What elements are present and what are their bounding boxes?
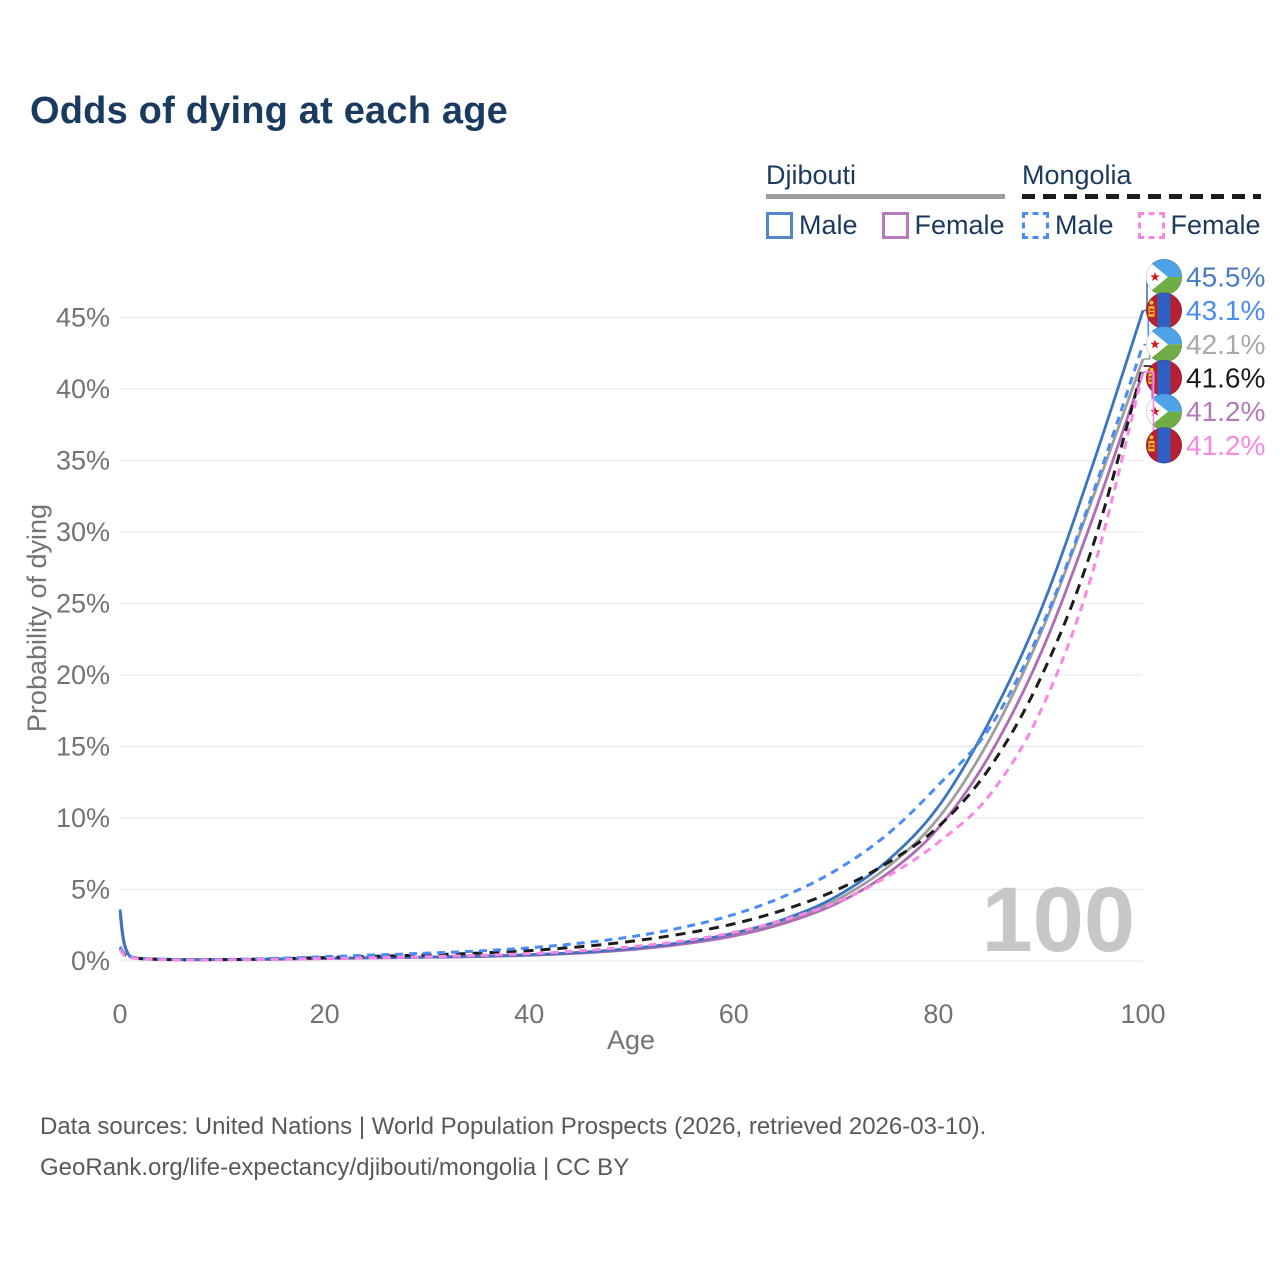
- djibouti-flag-icon: [1145, 393, 1183, 430]
- x-axis-title: Age: [607, 1025, 655, 1055]
- y-axis-tick-labels: 0% 5% 10% 15% 20% 25% 30% 35% 40% 45%: [56, 303, 110, 977]
- legend-item-mongolia-male[interactable]: Male: [1022, 210, 1114, 241]
- series-line-mongolia-female: [118, 371, 1145, 962]
- legend-item-label: Male: [1055, 210, 1114, 240]
- svg-text:0: 0: [112, 999, 127, 1029]
- label-connector: [1143, 276, 1148, 312]
- legend-title-mongolia: Mongolia: [1022, 160, 1132, 190]
- svg-text:100: 100: [1120, 999, 1165, 1029]
- mongolia-female-swatch-icon: [1137, 212, 1165, 239]
- end-label-djibouti-male: 45.5%: [1186, 262, 1265, 293]
- legend-group-djibouti: Djibouti Male Female: [766, 160, 1005, 241]
- end-label-mongolia-female: 41.2%: [1186, 430, 1265, 461]
- page-title: Odds of dying at each age: [30, 90, 508, 132]
- legend-item-label: Female: [1170, 210, 1261, 240]
- footer: Data sources: United Nations | World Pop…: [40, 1106, 986, 1188]
- legend-item-label: Male: [799, 210, 858, 240]
- svg-text:20: 20: [310, 999, 340, 1029]
- mongolia-male-swatch-icon: [1022, 212, 1049, 239]
- legend-group-mongolia: Mongolia Male Female: [1022, 160, 1261, 241]
- legend-underline-djibouti: [766, 194, 1005, 199]
- end-label-djibouti: 42.1%: [1186, 329, 1265, 360]
- svg-text:30%: 30%: [56, 517, 110, 547]
- svg-text:40: 40: [514, 999, 544, 1029]
- djibouti-flag-icon: [1145, 258, 1183, 296]
- footer-sources: Data sources: United Nations | World Pop…: [40, 1113, 987, 1140]
- mongolia-flag-icon: [1145, 427, 1183, 464]
- legend-underline-mongolia: [1022, 194, 1261, 199]
- legend-item-djibouti-female[interactable]: Female: [881, 210, 1005, 241]
- series-lines: [118, 309, 1145, 962]
- watermark-age: 100: [982, 869, 1136, 971]
- legend-items-djibouti: Male Female: [766, 210, 1005, 241]
- series-line-djibouti-male: [118, 309, 1145, 962]
- djibouti-flag-icon: [1145, 326, 1183, 363]
- footer-link: GeoRank.org/life-expectancy/djibouti/mon…: [40, 1154, 630, 1181]
- legend-item-djibouti-male[interactable]: Male: [766, 210, 858, 241]
- svg-text:80: 80: [923, 999, 953, 1029]
- line-chart: 0% 5% 10% 15% 20% 25% 30% 35% 40% 45% 0 20 40 60 80 100…: [22, 258, 1265, 1055]
- svg-text:15%: 15%: [56, 732, 110, 762]
- plot-area[interactable]: [120, 260, 1143, 961]
- svg-text:45%: 45%: [56, 303, 110, 333]
- djibouti-male-swatch-icon: [766, 212, 793, 239]
- y-axis-title: Probability of dying: [22, 504, 52, 732]
- svg-text:60: 60: [719, 999, 749, 1029]
- legend-title-djibouti: Djibouti: [766, 160, 857, 190]
- svg-text:5%: 5%: [71, 875, 110, 905]
- x-axis-tick-labels: 0 20 40 60 80 100: [112, 999, 1165, 1029]
- svg-text:20%: 20%: [56, 660, 110, 690]
- end-label-djibouti-female: 41.2%: [1186, 396, 1265, 427]
- end-label-mongolia-male: 43.1%: [1186, 295, 1265, 326]
- svg-text:10%: 10%: [56, 803, 110, 833]
- legend-items-mongolia: Male Female: [1022, 210, 1261, 241]
- legend-item-label: Female: [914, 210, 1005, 240]
- end-labels: 45.5%43.1%42.1%41.6%41.2%41.2%: [1143, 258, 1265, 464]
- end-label-mongolia: 41.6%: [1186, 363, 1265, 394]
- svg-text:35%: 35%: [56, 446, 110, 476]
- gridlines: [120, 316, 1143, 962]
- svg-text:0%: 0%: [71, 946, 110, 976]
- djibouti-female-swatch-icon: [881, 212, 909, 239]
- svg-text:25%: 25%: [56, 589, 110, 619]
- legend-item-mongolia-female[interactable]: Female: [1137, 210, 1261, 241]
- mongolia-flag-icon: [1145, 292, 1183, 329]
- svg-text:40%: 40%: [56, 374, 110, 404]
